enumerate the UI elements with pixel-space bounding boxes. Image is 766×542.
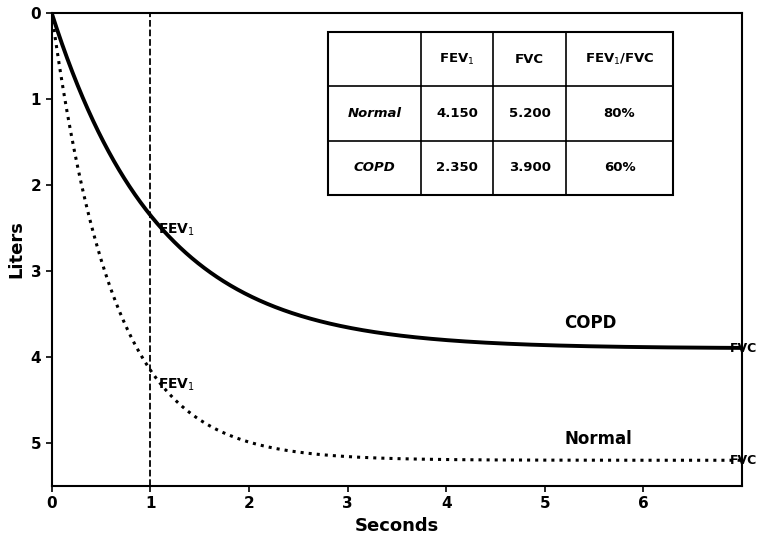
Text: FEV$_1$: FEV$_1$ xyxy=(158,222,195,238)
Text: Normal: Normal xyxy=(565,430,632,448)
Text: Normal: Normal xyxy=(348,107,401,120)
Text: FVC: FVC xyxy=(730,454,758,467)
Text: FEV$_1$: FEV$_1$ xyxy=(440,51,475,67)
Text: 60%: 60% xyxy=(604,162,635,175)
Text: FEV$_1$/FVC: FEV$_1$/FVC xyxy=(584,51,654,67)
Text: 3.900: 3.900 xyxy=(509,162,551,175)
Text: 2.350: 2.350 xyxy=(437,162,478,175)
Text: 5.200: 5.200 xyxy=(509,107,551,120)
Bar xyxy=(328,32,673,195)
Text: FEV$_1$: FEV$_1$ xyxy=(158,377,195,393)
Text: 4.150: 4.150 xyxy=(437,107,478,120)
Text: FVC: FVC xyxy=(516,53,544,66)
Text: COPD: COPD xyxy=(354,162,395,175)
Y-axis label: Liters: Liters xyxy=(7,221,25,279)
Text: FVC: FVC xyxy=(730,342,758,355)
Text: COPD: COPD xyxy=(565,314,617,332)
X-axis label: Seconds: Seconds xyxy=(355,517,439,535)
Text: 80%: 80% xyxy=(604,107,635,120)
